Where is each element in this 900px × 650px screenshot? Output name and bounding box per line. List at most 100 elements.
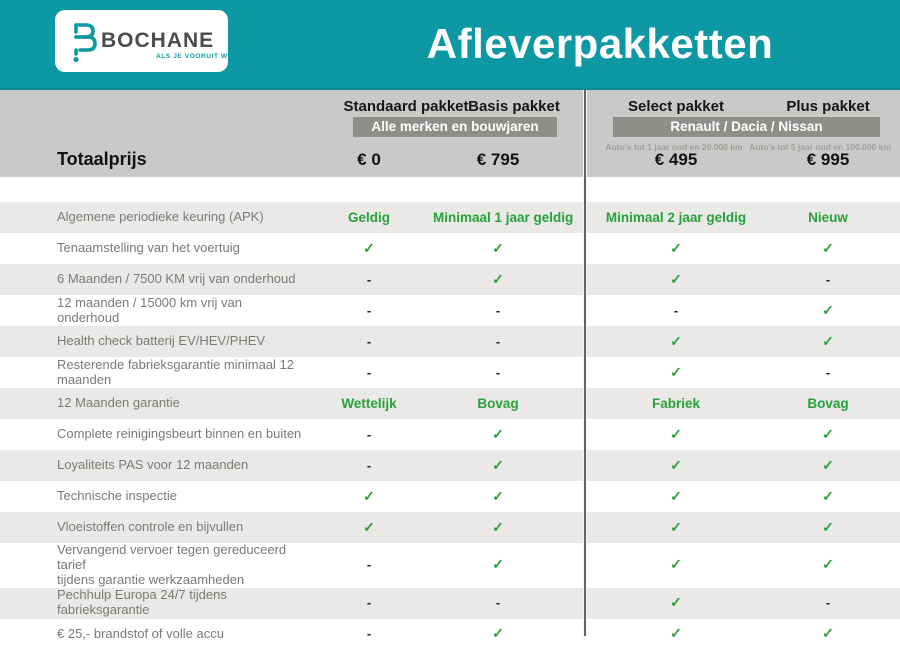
feature-value: Minimaal 1 jaar geldig bbox=[433, 209, 573, 227]
column-divider bbox=[584, 90, 586, 636]
feature-value: - bbox=[433, 364, 563, 382]
feature-value: - bbox=[305, 271, 433, 289]
feature-value-text: Minimaal 1 jaar geldig bbox=[433, 209, 574, 225]
feature-label: Tenaamstelling van het voertuig bbox=[57, 240, 240, 256]
feature-value: ✓ bbox=[766, 625, 890, 643]
not-included-dash: - bbox=[495, 302, 501, 318]
not-included-dash: - bbox=[366, 595, 372, 611]
table-row: Resterende fabrieksgarantie minimaal 12 … bbox=[0, 357, 900, 388]
feature-value: ✓ bbox=[586, 488, 766, 506]
check-icon: ✓ bbox=[822, 625, 834, 642]
feature-label: 6 Maanden / 7500 KM vrij van onderhoud bbox=[57, 271, 296, 287]
feature-value: ✓ bbox=[305, 240, 433, 258]
feature-value: ✓ bbox=[586, 457, 766, 475]
check-icon: ✓ bbox=[492, 270, 504, 287]
not-included-dash: - bbox=[366, 333, 372, 349]
check-icon: ✓ bbox=[492, 456, 504, 473]
caption-select-conditions: Auto's tot 1 jaar oud en 20.000 km bbox=[605, 142, 743, 152]
page-title: Afleverpakketten bbox=[426, 20, 774, 67]
feature-value: ✓ bbox=[586, 625, 766, 643]
feature-label: Health check batterij EV/HEV/PHEV bbox=[57, 333, 266, 349]
check-icon: ✓ bbox=[822, 301, 834, 318]
feature-value-text: Bovag bbox=[807, 395, 849, 411]
check-icon: ✓ bbox=[670, 625, 682, 642]
column-header-plus: Plus pakket bbox=[786, 98, 870, 115]
not-included-dash: - bbox=[673, 302, 679, 318]
check-icon: ✓ bbox=[822, 518, 834, 535]
feature-value: - bbox=[305, 364, 433, 382]
check-icon: ✓ bbox=[363, 239, 375, 256]
check-icon: ✓ bbox=[822, 425, 834, 442]
feature-value: ✓ bbox=[766, 488, 890, 506]
feature-value: - bbox=[433, 302, 563, 320]
feature-value: - bbox=[305, 594, 433, 612]
check-icon: ✓ bbox=[363, 487, 375, 504]
feature-label: Vloeistoffen controle en bijvullen bbox=[57, 519, 244, 535]
feature-label: € 25,- brandstof of volle accu bbox=[57, 625, 224, 641]
check-icon: ✓ bbox=[822, 239, 834, 256]
feature-value: ✓ bbox=[766, 302, 890, 320]
feature-value: ✓ bbox=[766, 333, 890, 351]
feature-value: - bbox=[433, 594, 563, 612]
feature-label: Pechhulp Europa 24/7 tijdens fabrieksgar… bbox=[57, 587, 227, 618]
check-icon: ✓ bbox=[670, 270, 682, 287]
check-icon: ✓ bbox=[822, 456, 834, 473]
brand-tagline: ALS JE VOORUIT WIL bbox=[156, 53, 235, 60]
feature-value-text: Nieuw bbox=[808, 209, 848, 225]
check-icon: ✓ bbox=[822, 332, 834, 349]
feature-value: - bbox=[766, 364, 890, 382]
feature-label: Algemene periodieke keuring (APK) bbox=[57, 209, 264, 225]
feature-value: ✓ bbox=[586, 426, 766, 444]
check-icon: ✓ bbox=[670, 363, 682, 380]
feature-value: ✓ bbox=[766, 519, 890, 537]
feature-value: ✓ bbox=[766, 457, 890, 475]
check-icon: ✓ bbox=[822, 487, 834, 504]
check-icon: ✓ bbox=[492, 556, 504, 573]
check-icon: ✓ bbox=[492, 518, 504, 535]
feature-value: ✓ bbox=[433, 519, 563, 537]
price-basis: € 795 bbox=[476, 150, 520, 169]
not-included-dash: - bbox=[366, 626, 372, 642]
feature-label: 12 maanden / 15000 km vrij van onderhoud bbox=[57, 294, 242, 325]
feature-value: - bbox=[433, 333, 563, 351]
table-row: Technische inspectie ✓ ✓ ✓ ✓ bbox=[0, 481, 900, 512]
check-icon: ✓ bbox=[670, 487, 682, 504]
table-row: 12 Maanden garantie Wettelijk Bovag Fabriek… bbox=[0, 388, 900, 419]
feature-value-text: Wettelijk bbox=[341, 395, 397, 411]
not-included-dash: - bbox=[495, 364, 501, 380]
feature-value: Nieuw bbox=[766, 209, 890, 227]
feature-value: ✓ bbox=[586, 556, 766, 574]
feature-value: ✓ bbox=[586, 594, 766, 612]
not-included-dash: - bbox=[366, 271, 372, 287]
feature-value: ✓ bbox=[433, 240, 563, 258]
feature-value: - bbox=[305, 556, 433, 574]
packages-header-band: Standaard pakket Basis pakket Select pak… bbox=[0, 90, 900, 177]
table-row: 6 Maanden / 7500 KM vrij van onderhoud - ✓… bbox=[0, 264, 900, 295]
feature-label: Vervangend vervoer tegen gereduceerd tar… bbox=[57, 542, 287, 587]
feature-label: Resterende fabrieksgarantie minimaal 12 … bbox=[57, 356, 295, 387]
check-icon: ✓ bbox=[670, 332, 682, 349]
price-standaard: € 0 bbox=[357, 150, 381, 169]
table-row: Pechhulp Europa 24/7 tijdens fabrieksgar… bbox=[0, 587, 900, 619]
feature-value: Bovag bbox=[433, 395, 563, 413]
price-select: € 495 bbox=[654, 150, 698, 169]
totals-label: Totaalprijs bbox=[57, 149, 147, 169]
feature-value: ✓ bbox=[305, 488, 433, 506]
feature-value-text: Fabriek bbox=[651, 395, 701, 411]
table-row: Vloeistoffen controle en bijvullen ✓ ✓ ✓ ✓ bbox=[0, 512, 900, 543]
check-icon: ✓ bbox=[670, 556, 682, 573]
feature-value: ✓ bbox=[305, 519, 433, 537]
feature-value: ✓ bbox=[586, 364, 766, 382]
not-included-dash: - bbox=[366, 557, 372, 573]
check-icon: ✓ bbox=[670, 425, 682, 442]
column-header-basis: Basis pakket bbox=[468, 98, 560, 115]
check-icon: ✓ bbox=[492, 625, 504, 642]
not-included-dash: - bbox=[825, 595, 831, 611]
check-icon: ✓ bbox=[670, 518, 682, 535]
caption-plus-conditions: Auto's tot 5 jaar oud en 100.000 km bbox=[749, 142, 891, 152]
feature-rows: Algemene periodieke keuring (APK) Geldig M… bbox=[0, 202, 900, 650]
feature-value: ✓ bbox=[433, 426, 563, 444]
feature-value: Geldig bbox=[305, 209, 433, 227]
feature-value: ✓ bbox=[586, 519, 766, 537]
